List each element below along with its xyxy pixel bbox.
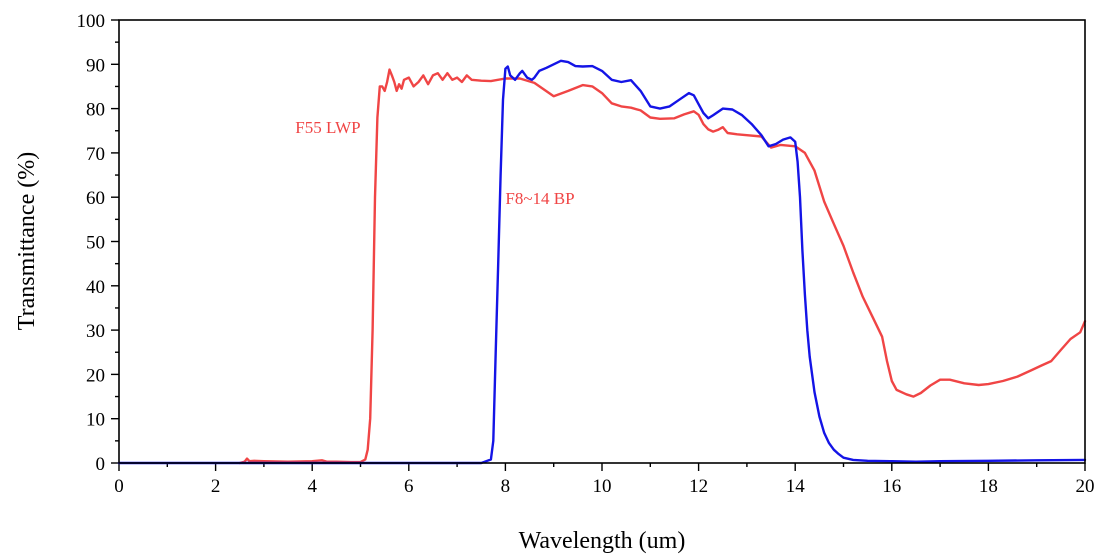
- x-tick-label: 14: [786, 476, 806, 497]
- x-tick-label: 4: [307, 476, 317, 497]
- annotation-f8-14-bp: F8~14 BP: [505, 189, 574, 208]
- tick-labels: 0 2 4 6 8 10 12 14 16 18 20 0 10 20 30 40 50 60 70 80 90 100: [77, 11, 1095, 497]
- x-tick-label: 2: [211, 476, 221, 497]
- x-axis-title: Wavelength (um): [519, 528, 686, 554]
- x-tick-label: 12: [689, 476, 708, 497]
- x-tick-label: 6: [404, 476, 414, 497]
- y-tick-label: 100: [77, 11, 106, 32]
- series-f55-lwp-line: [238, 68, 1087, 465]
- axis-ticks: [111, 19, 1086, 471]
- series-f8-14-bp-line: [117, 59, 1087, 465]
- y-tick-label: 90: [86, 55, 105, 76]
- x-tick-label: 10: [593, 476, 612, 497]
- annotations: F55 LWP F8~14 BP: [295, 118, 574, 208]
- y-tick-label: 80: [86, 100, 105, 121]
- series-layer: [117, 59, 1087, 465]
- y-tick-label: 30: [86, 321, 105, 342]
- x-tick-label: 8: [501, 476, 511, 497]
- y-tick-label: 60: [86, 188, 105, 209]
- y-tick-label: 70: [86, 144, 105, 165]
- y-tick-label: 50: [86, 233, 105, 254]
- y-tick-label: 40: [86, 277, 105, 298]
- x-tick-label: 0: [114, 476, 124, 497]
- y-tick-label: 20: [86, 365, 105, 386]
- y-axis-title: Transmittance (%): [14, 152, 40, 330]
- y-tick-label: 10: [86, 410, 105, 431]
- x-tick-label: 18: [979, 476, 998, 497]
- x-tick-label: 20: [1076, 476, 1095, 497]
- x-tick-label: 16: [882, 476, 901, 497]
- annotation-f55-lwp: F55 LWP: [295, 118, 360, 137]
- plot-frame: [118, 19, 1086, 464]
- y-tick-label: 0: [96, 454, 106, 475]
